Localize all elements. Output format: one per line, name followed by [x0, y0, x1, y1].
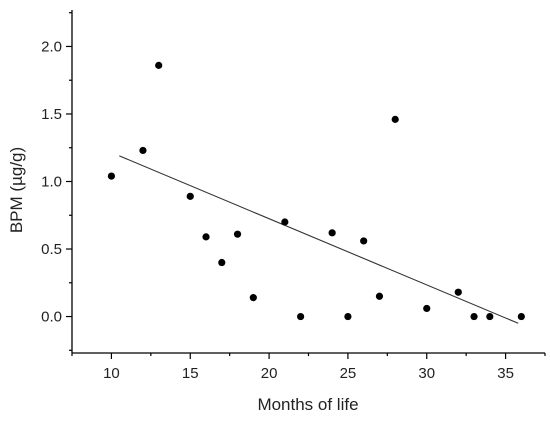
data-point: [470, 312, 478, 321]
data-point: [328, 229, 336, 237]
data-point: [139, 146, 147, 155]
data-point: [202, 233, 210, 241]
trend-line-layer: [119, 155, 519, 324]
x-tick-label: 35: [497, 365, 514, 382]
data-point: [517, 312, 525, 321]
data-point: [486, 312, 494, 321]
data-point: [233, 230, 242, 238]
x-tick-label: 15: [182, 365, 199, 382]
data-point: [186, 192, 194, 200]
data-point: [218, 258, 226, 267]
trend-line: [119, 155, 519, 324]
data-point: [454, 288, 462, 296]
data-point: [107, 172, 116, 180]
x-axis-title: Months of life: [257, 395, 358, 414]
y-tick-label: 1.0: [41, 174, 62, 191]
y-tick-label: 0.5: [41, 241, 62, 258]
data-point: [249, 294, 257, 302]
data-point: [360, 237, 368, 245]
data-points: [107, 61, 525, 321]
ticks: 10 15 20 25 30 35 0.0 0.5 1.0 1.5 2.0: [41, 12, 546, 382]
data-point: [423, 304, 431, 313]
data-point: [391, 115, 399, 123]
data-point: [344, 312, 352, 321]
y-tick-label: 0.0: [41, 309, 62, 326]
data-point: [375, 292, 384, 300]
x-tick-label: 20: [261, 365, 278, 382]
y-tick-label: 2.0: [41, 38, 62, 55]
x-tick-label: 30: [418, 365, 435, 382]
data-point: [281, 218, 289, 226]
data-point: [297, 312, 305, 321]
data-point: [155, 61, 163, 69]
y-tick-label: 1.5: [41, 106, 62, 123]
y-axis-title: BPM (µg/g): [7, 147, 26, 233]
axes: [71, 10, 545, 354]
x-tick-label: 10: [103, 365, 120, 382]
x-tick-label: 25: [340, 365, 357, 382]
